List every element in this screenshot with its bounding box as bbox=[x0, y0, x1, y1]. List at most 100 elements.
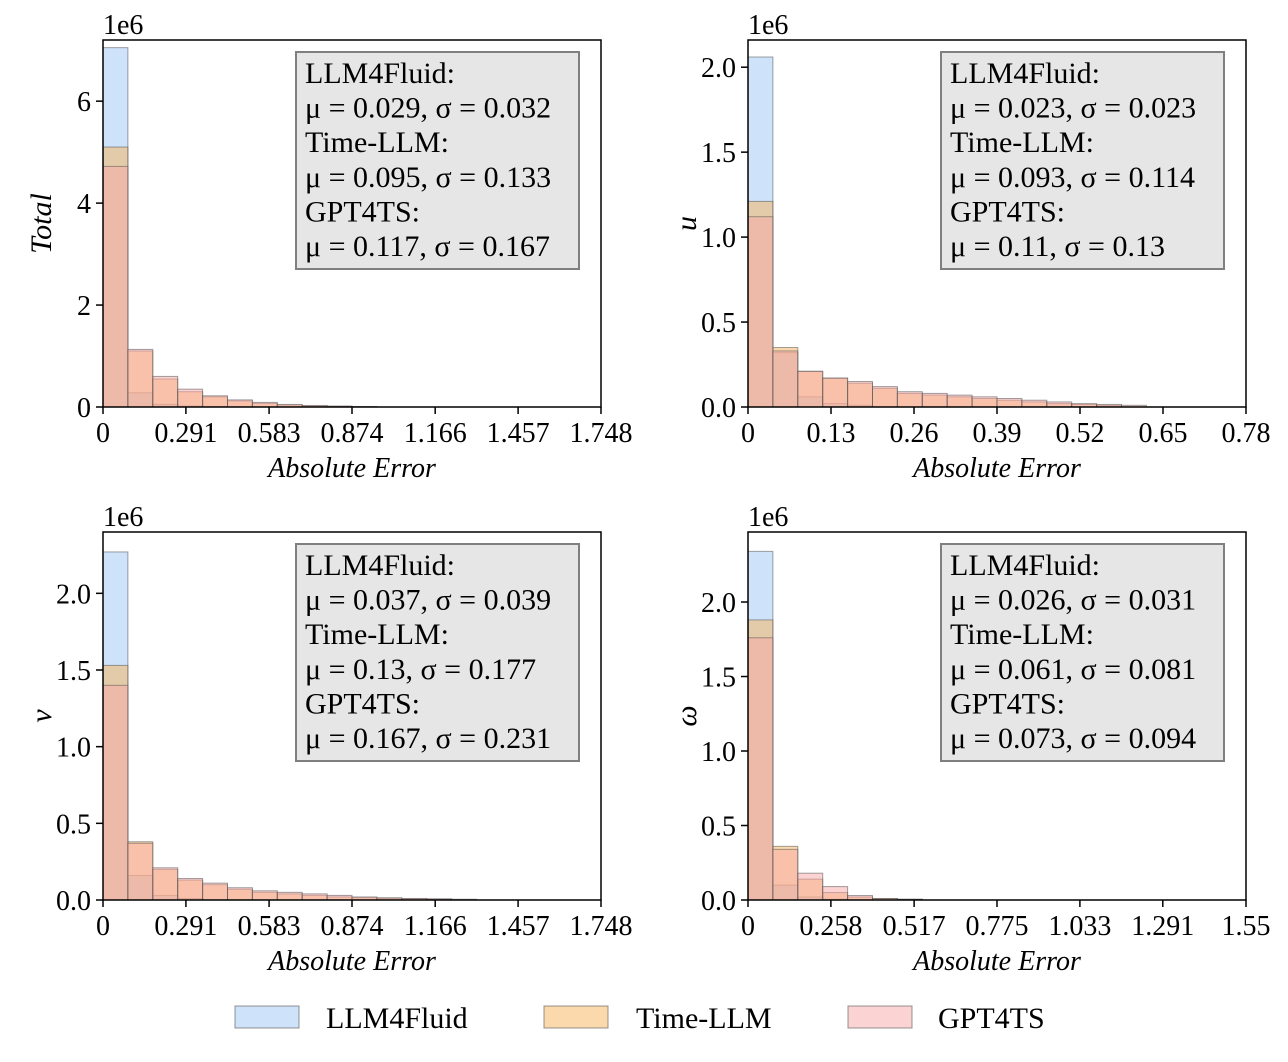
y-tick-label: 6 bbox=[77, 87, 91, 118]
stats-box: LLM4Fluid:μ = 0.026, σ = 0.031Time-LLM:μ… bbox=[940, 543, 1225, 762]
x-tick-label: 0 bbox=[741, 911, 755, 942]
stats-line: LLM4Fluid: bbox=[950, 549, 1100, 582]
bar-gpt4ts-2 bbox=[797, 872, 824, 901]
stats-line: Time-LLM: bbox=[305, 126, 449, 159]
stats-line: μ = 0.13, σ = 0.177 bbox=[305, 653, 536, 686]
bar-gpt4ts-4 bbox=[847, 381, 873, 408]
stats-line: μ = 0.061, σ = 0.081 bbox=[950, 653, 1196, 686]
bar-gpt4ts-0 bbox=[102, 684, 129, 901]
stats-line: μ = 0.026, σ = 0.031 bbox=[950, 584, 1196, 617]
x-tick-label: 0.291 bbox=[154, 911, 217, 942]
stats-box-frame bbox=[295, 543, 580, 762]
histogram-panel-1: 0 0.291 0.583 0.874 1.166 1.457 1.748 0 2 4 6 1e6 Ab… bbox=[25, 10, 633, 484]
y-tick-label: 1.5 bbox=[701, 138, 736, 169]
bar-gpt4ts-4 bbox=[202, 882, 229, 901]
x-tick-label: 0.583 bbox=[238, 911, 301, 942]
legend-label: LLM4Fluid bbox=[326, 1002, 468, 1035]
legend: LLM4Fluid Time-LLM GPT4TS bbox=[234, 1002, 1045, 1035]
bar-gpt4ts-1 bbox=[127, 348, 154, 408]
y-tick-label: 1.5 bbox=[56, 656, 91, 687]
histogram-panel-2: 0 0.13 0.26 0.39 0.52 0.65 0.78 0.0 0.5 1.0 1.5 2.0… bbox=[670, 10, 1271, 484]
x-tick-label: 0.52 bbox=[1056, 418, 1105, 449]
stats-box-frame bbox=[940, 543, 1225, 762]
stats-line: μ = 0.117, σ = 0.167 bbox=[305, 230, 550, 263]
x-tick-label: 0.517 bbox=[883, 911, 946, 942]
legend-item-gpt4ts: GPT4TS bbox=[847, 1002, 1045, 1035]
bar-gpt4ts-5 bbox=[227, 399, 253, 408]
x-tick-label: 1.166 bbox=[404, 911, 467, 942]
x-tick-label: 0.39 bbox=[973, 418, 1022, 449]
y-tick-label: 0.0 bbox=[56, 886, 91, 917]
bar-gpt4ts-3 bbox=[177, 878, 204, 901]
x-tick-label: 1.033 bbox=[1048, 911, 1111, 942]
bar-gpt4ts-1 bbox=[127, 842, 154, 901]
stats-line: Time-LLM: bbox=[305, 618, 449, 651]
x-tick-label: 1.291 bbox=[1131, 911, 1194, 942]
x-tick-label: 0.291 bbox=[154, 418, 217, 449]
stats-line: LLM4Fluid: bbox=[305, 549, 455, 582]
y-multiplier-label: 1e6 bbox=[103, 502, 143, 533]
bar-gpt4ts-2 bbox=[152, 867, 179, 901]
x-tick-label: 1.457 bbox=[487, 911, 550, 942]
legend-item-llm4fluid: LLM4Fluid bbox=[234, 1002, 468, 1035]
stats-line: Time-LLM: bbox=[950, 126, 1094, 159]
x-tick-label: 0 bbox=[96, 418, 110, 449]
y-tick-label: 0.0 bbox=[701, 886, 736, 917]
y-tick-label: 2 bbox=[77, 291, 91, 322]
x-tick-label: 0.874 bbox=[321, 911, 384, 942]
stats-line: μ = 0.023, σ = 0.023 bbox=[950, 92, 1196, 125]
x-tick-label: 0 bbox=[96, 911, 110, 942]
stats-box-frame bbox=[295, 51, 580, 270]
bar-gpt4ts-9 bbox=[971, 396, 998, 408]
legend-swatch bbox=[234, 1005, 300, 1029]
bar-gpt4ts-11 bbox=[1021, 399, 1048, 408]
stats-box: LLM4Fluid:μ = 0.037, σ = 0.039Time-LLM:μ… bbox=[295, 543, 580, 762]
stats-line: GPT4TS: bbox=[950, 687, 1065, 720]
bar-gpt4ts-7 bbox=[921, 392, 948, 408]
y-axis-label: u bbox=[670, 216, 703, 231]
stats-line: μ = 0.095, σ = 0.133 bbox=[305, 161, 551, 194]
histogram-panel-4: 0 0.258 0.517 0.775 1.033 1.291 1.55 0.0 0.5 1.0 1… bbox=[670, 502, 1271, 977]
stats-line: μ = 0.073, σ = 0.094 bbox=[950, 722, 1196, 755]
bar-gpt4ts-4 bbox=[202, 395, 229, 408]
y-tick-label: 2.0 bbox=[56, 579, 91, 610]
y-multiplier-label: 1e6 bbox=[103, 10, 143, 41]
bar-gpt4ts-0 bbox=[747, 637, 774, 901]
bar-gpt4ts-3 bbox=[177, 388, 204, 408]
x-axis-label: Absolute Error bbox=[266, 946, 436, 977]
y-axis-label: ω bbox=[670, 705, 703, 726]
y-tick-label: 0.5 bbox=[701, 308, 736, 339]
bar-gpt4ts-0 bbox=[102, 165, 129, 408]
bar-gpt4ts-6 bbox=[251, 890, 278, 901]
stats-line: μ = 0.037, σ = 0.039 bbox=[305, 584, 551, 617]
x-tick-label: 0.13 bbox=[807, 418, 856, 449]
bar-gpt4ts-6 bbox=[896, 391, 923, 408]
bar-gpt4ts-8 bbox=[946, 394, 973, 408]
stats-box: LLM4Fluid:μ = 0.023, σ = 0.023Time-LLM:μ… bbox=[940, 51, 1225, 270]
stats-line: μ = 0.11, σ = 0.13 bbox=[950, 230, 1165, 263]
legend-item-time-llm: Time-LLM bbox=[543, 1002, 772, 1035]
legend-swatch bbox=[543, 1005, 609, 1029]
bar-gpt4ts-3 bbox=[822, 886, 849, 901]
panels: 0 0.291 0.583 0.874 1.166 1.457 1.748 0 2 4 6 1e6 Ab… bbox=[25, 10, 1271, 977]
x-tick-label: 1.748 bbox=[570, 911, 633, 942]
x-tick-label: 0.65 bbox=[1139, 418, 1188, 449]
y-multiplier-label: 1e6 bbox=[748, 10, 788, 41]
bar-gpt4ts-2 bbox=[152, 375, 179, 408]
y-tick-label: 0 bbox=[77, 393, 91, 424]
bar-gpt4ts-1 bbox=[772, 350, 799, 408]
stats-box: LLM4Fluid:μ = 0.029, σ = 0.032Time-LLM:μ… bbox=[295, 51, 580, 270]
x-tick-label: 0.26 bbox=[890, 418, 939, 449]
stats-box-frame bbox=[940, 51, 1225, 270]
stats-line: μ = 0.167, σ = 0.231 bbox=[305, 722, 551, 755]
x-axis-label: Absolute Error bbox=[266, 453, 436, 484]
stats-line: Time-LLM: bbox=[950, 618, 1094, 651]
y-tick-label: 1.0 bbox=[701, 737, 736, 768]
y-tick-label: 0.5 bbox=[701, 812, 736, 843]
x-tick-label: 1.748 bbox=[570, 418, 633, 449]
y-tick-label: 2.0 bbox=[701, 53, 736, 84]
bar-gpt4ts-7 bbox=[276, 891, 303, 901]
bar-gpt4ts-1 bbox=[772, 848, 799, 901]
bar-gpt4ts-10 bbox=[996, 398, 1023, 408]
